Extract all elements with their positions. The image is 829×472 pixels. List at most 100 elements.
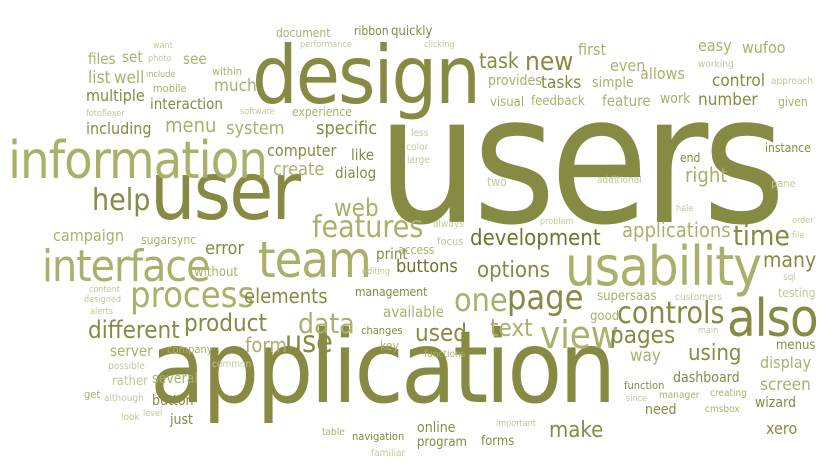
word-well: well bbox=[114, 68, 145, 88]
word-menus: menus bbox=[776, 338, 816, 353]
word-rather: rather bbox=[112, 374, 148, 389]
word-several: several bbox=[152, 371, 198, 387]
word-dialog: dialog bbox=[335, 164, 377, 182]
word-just: just bbox=[170, 412, 193, 428]
word-tasks: tasks bbox=[541, 73, 582, 93]
word-see: see bbox=[183, 50, 207, 68]
word-time: time bbox=[733, 219, 790, 252]
word-clicking: clicking bbox=[424, 40, 455, 50]
word-pages: pages bbox=[610, 321, 676, 349]
word-designed: designed bbox=[84, 295, 121, 305]
word-level: level bbox=[143, 409, 163, 419]
word-key: key bbox=[380, 339, 399, 353]
word-process: process bbox=[130, 275, 255, 316]
word-common: common bbox=[212, 359, 252, 370]
word-function: function bbox=[624, 379, 665, 392]
word-access: access bbox=[398, 243, 435, 257]
word-content: content bbox=[89, 285, 120, 295]
word-applications: applications bbox=[622, 218, 731, 242]
word-forms: forms bbox=[481, 434, 515, 449]
word-focus: focus bbox=[437, 235, 464, 248]
word-manager: manager bbox=[659, 390, 700, 401]
word-quickly: quickly bbox=[391, 24, 433, 39]
word-form: form bbox=[245, 333, 287, 357]
word-creating: creating bbox=[710, 388, 747, 399]
word-program: program bbox=[417, 435, 467, 450]
word-buttons: buttons bbox=[396, 256, 458, 277]
word-get: get bbox=[84, 388, 101, 401]
word-users: users bbox=[377, 57, 786, 264]
word-navigation: navigation bbox=[352, 430, 405, 443]
word-order: order bbox=[792, 216, 814, 226]
word-even: even bbox=[610, 56, 646, 75]
word-wizard: wizard bbox=[755, 395, 797, 411]
word-testing: testing bbox=[778, 286, 816, 300]
word-multiple: multiple bbox=[86, 86, 145, 105]
word-development: development bbox=[470, 226, 601, 251]
word-error: error bbox=[205, 238, 245, 259]
word-used: used bbox=[415, 319, 467, 347]
word-one: one bbox=[454, 281, 508, 319]
word-table: table bbox=[322, 427, 345, 438]
word-alerts: alerts bbox=[90, 307, 113, 317]
word-company: company bbox=[167, 343, 213, 356]
word-dashboard: dashboard bbox=[673, 370, 740, 386]
word-many: many bbox=[763, 248, 817, 272]
word-features: features bbox=[312, 210, 424, 245]
word-usability: usability bbox=[565, 235, 762, 298]
word-main: main bbox=[698, 326, 719, 336]
word-task: task bbox=[479, 49, 519, 73]
word-menu: menu bbox=[165, 113, 217, 137]
word-problem: problem bbox=[540, 217, 574, 227]
word-using: using bbox=[688, 341, 742, 366]
word-also: also bbox=[727, 289, 819, 349]
word-page: page bbox=[507, 278, 584, 318]
word-xero: xero bbox=[766, 419, 798, 438]
word-different: different bbox=[88, 316, 180, 344]
word-mobile: mobile bbox=[153, 82, 187, 95]
word-button: button bbox=[152, 393, 194, 409]
word-use: use bbox=[285, 325, 333, 360]
word-color: color bbox=[406, 142, 429, 153]
word-include: include bbox=[146, 70, 176, 80]
word-changes: changes bbox=[361, 324, 403, 337]
word-feature: feature bbox=[602, 92, 651, 110]
word-sql: sql bbox=[783, 272, 796, 283]
word-way: way bbox=[630, 346, 661, 366]
word-two: two bbox=[487, 175, 507, 189]
word-simple: simple bbox=[592, 75, 634, 91]
word-computer: computer bbox=[267, 141, 337, 160]
word-specific: specific bbox=[316, 118, 378, 139]
word-new: new bbox=[525, 47, 574, 77]
word-server: server bbox=[110, 342, 153, 360]
word-wufoo: wufoo bbox=[742, 38, 786, 57]
word-data: data bbox=[298, 307, 355, 340]
word-feedback: feedback bbox=[531, 94, 585, 109]
word-additional: additional bbox=[597, 175, 642, 186]
word-since: since bbox=[626, 394, 648, 404]
word-online: online bbox=[417, 420, 456, 436]
word-work: work bbox=[660, 91, 691, 107]
word-interaction: interaction bbox=[150, 95, 223, 113]
word-web: web bbox=[334, 194, 379, 222]
word-photo: photo bbox=[148, 54, 172, 64]
word-view: view bbox=[540, 313, 619, 357]
word-elements: elements bbox=[244, 284, 328, 308]
word-team: team bbox=[258, 231, 372, 289]
word-design: design bbox=[252, 29, 481, 122]
word-sugarsync: sugarsync bbox=[141, 233, 197, 247]
word-given: given bbox=[778, 95, 808, 109]
word-ribbon: ribbon bbox=[354, 24, 389, 38]
word-pane: pane bbox=[771, 177, 796, 190]
word-visual: visual bbox=[490, 95, 525, 110]
word-fotoflexer: fotoflexer bbox=[86, 109, 125, 119]
word-make: make bbox=[549, 418, 604, 443]
word-product: product bbox=[184, 309, 267, 337]
word-end: end bbox=[680, 151, 701, 165]
word-campaign: campaign bbox=[53, 226, 124, 245]
word-possible: possible bbox=[108, 361, 145, 372]
word-files: files bbox=[88, 50, 116, 68]
word-instance: instance bbox=[765, 141, 811, 155]
word-large: large bbox=[407, 155, 430, 166]
